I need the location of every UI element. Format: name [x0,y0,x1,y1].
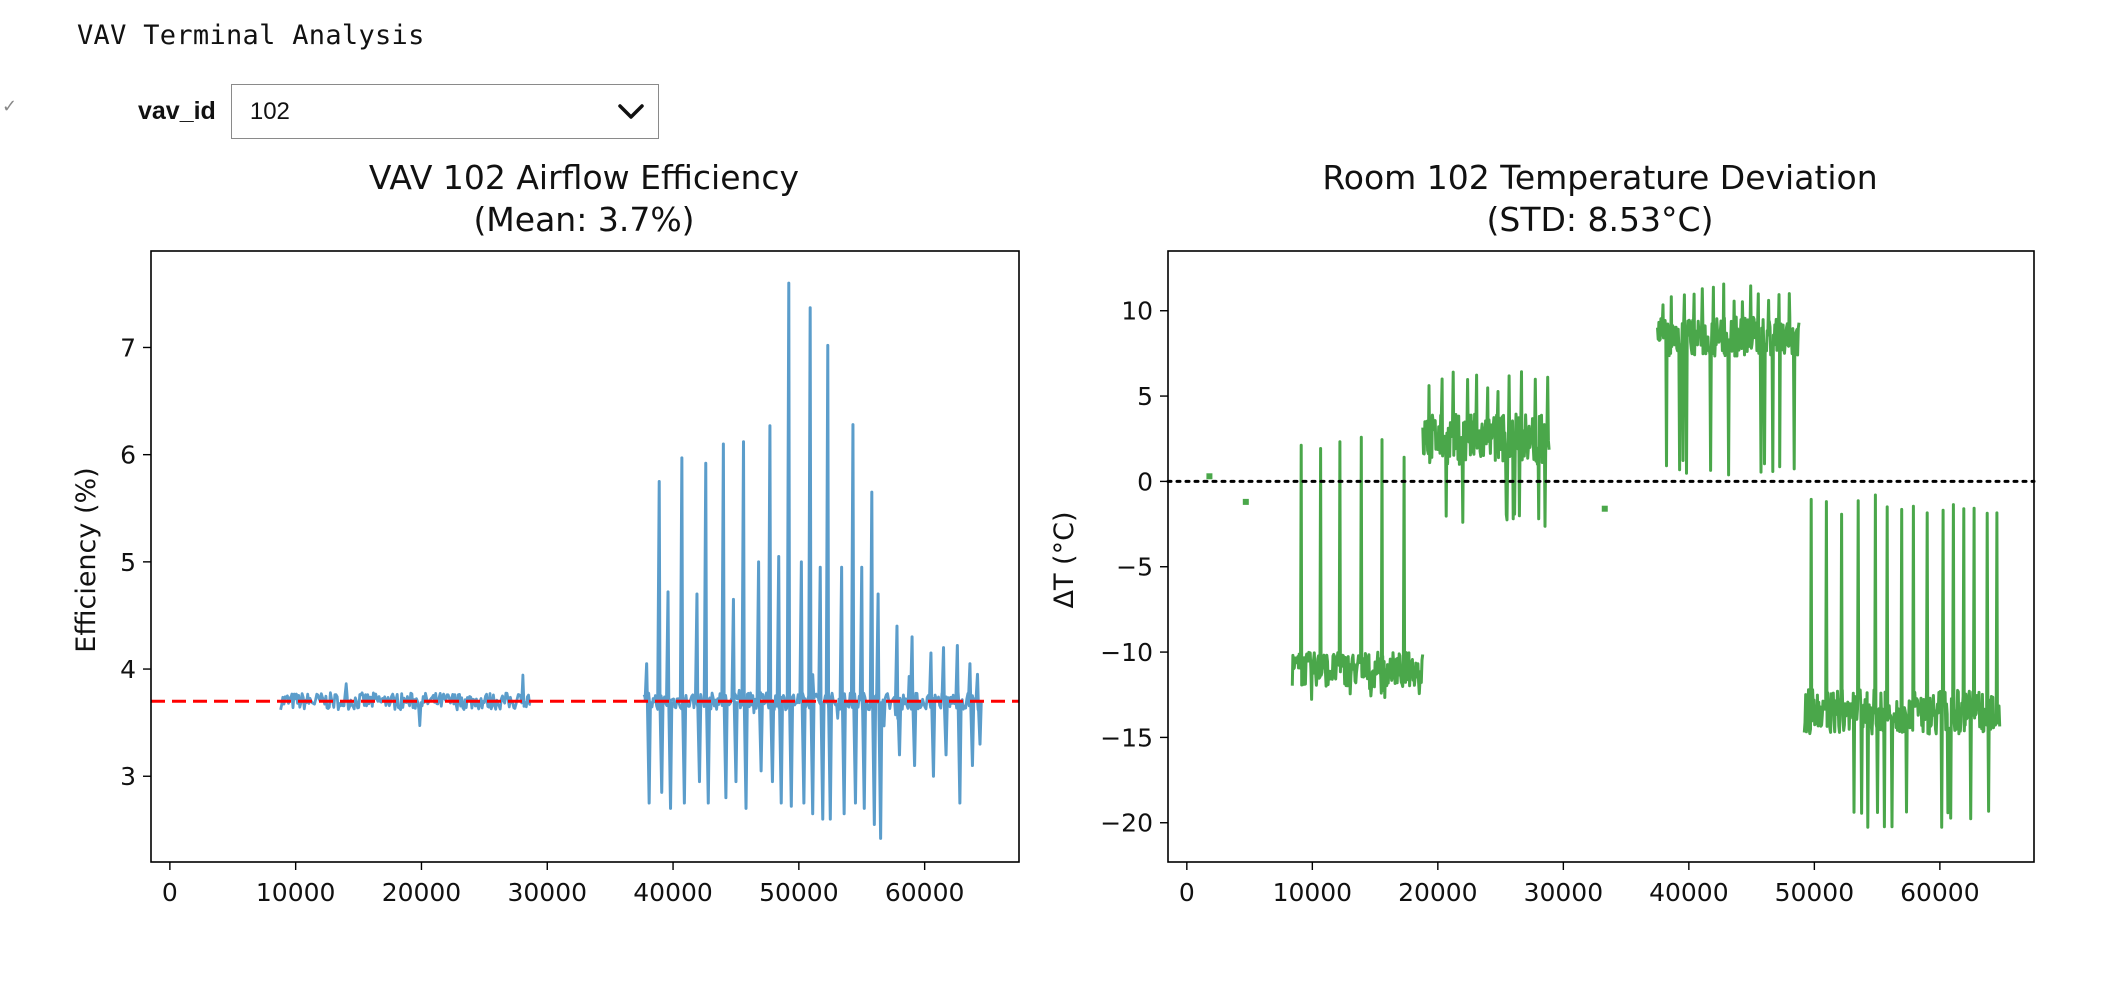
data-spike [807,306,816,816]
temperature-deviation-chart: Room 102 Temperature Deviation (STD: 8.5… [1049,158,2036,907]
data-spike [702,461,712,805]
cell-status-check-icon: ✓ [2,96,18,117]
y-axis-label: ΔT (°C) [1049,512,1080,609]
chart-title: Room 102 Temperature Deviation [1322,158,1877,197]
chevron-down-icon [618,103,644,119]
x-tick-label: 10000 [256,878,336,907]
x-tick-label: 40000 [1649,878,1729,907]
y-tick-label: 6 [120,441,136,470]
x-tick-label: 0 [162,878,178,907]
data-spike [954,643,963,805]
x-tick-label: 40000 [633,878,713,907]
data-spike [775,555,785,805]
data-spike [740,440,749,810]
data-spike [966,662,976,768]
data-spike [817,565,826,821]
chart-subtitle: (STD: 8.53°C) [1487,200,1714,239]
x-tick-label: 20000 [1398,878,1478,907]
data-spike [766,424,776,784]
y-tick-label: −5 [1116,553,1153,582]
data-spike [868,490,878,826]
data-spike [875,592,884,840]
x-tick-label: 60000 [885,878,965,907]
y-tick-label: 0 [1137,467,1153,496]
data-point [1601,505,1608,512]
data-spike [798,560,807,805]
y-tick-label: −20 [1100,809,1153,838]
y-tick-label: 10 [1121,297,1153,326]
vav-id-selector: vav_id 102 [138,84,659,139]
data-spike [755,560,764,773]
chart-subtitle: (Mean: 3.7%) [473,200,694,239]
data-spike [693,592,703,784]
y-tick-label: 3 [120,762,136,791]
y-tick-label: −15 [1100,723,1153,752]
y-tick-label: 4 [120,655,136,684]
x-tick-label: 20000 [382,878,462,907]
data-point [1206,473,1213,480]
data-spike [643,662,652,805]
x-tick-label: 50000 [1775,878,1855,907]
data-spike [720,442,729,800]
vav-id-selected-value: 102 [249,97,290,125]
data-spike [824,343,834,821]
x-tick-label: 30000 [1524,878,1604,907]
vav-id-label: vav_id [138,97,216,125]
data-spike [838,565,847,816]
airflow-efficiency-chart: VAV 102 Airflow Efficiency (Mean: 3.7%) … [71,158,1020,907]
x-tick-label: 50000 [759,878,839,907]
x-tick-label: 30000 [507,878,587,907]
data-spike [730,597,739,784]
x-tick-label: 60000 [1900,878,1980,907]
y-tick-label: 5 [1137,382,1153,411]
vav-id-dropdown[interactable]: 102 [230,84,659,139]
x-tick-label: 0 [1179,878,1195,907]
plot-frame [1167,250,2035,863]
plot-area [279,281,983,840]
data-point [1242,498,1249,505]
plot-area [1206,282,2002,829]
y-tick-label: −10 [1100,638,1153,667]
y-axis-label: Efficiency (%) [71,467,102,652]
chart-title: VAV 102 Airflow Efficiency [369,158,799,197]
data-spike [656,479,665,794]
x-tick-label: 10000 [1273,878,1353,907]
data-series-line [1290,282,2002,829]
data-spike [849,423,859,805]
data-spike [678,456,688,805]
plot-frame [150,250,1020,863]
y-tick-label: 7 [120,333,136,362]
data-spike [785,281,795,808]
app-title: VAV Terminal Analysis [77,20,425,51]
y-tick-label: 5 [120,548,136,577]
data-spike [927,651,937,778]
data-spike [893,624,903,757]
data-spike [858,565,868,810]
